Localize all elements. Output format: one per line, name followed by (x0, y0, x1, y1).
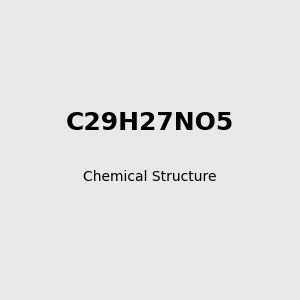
Text: C29H27NO5: C29H27NO5 (66, 111, 234, 135)
Text: Chemical Structure: Chemical Structure (83, 170, 217, 184)
